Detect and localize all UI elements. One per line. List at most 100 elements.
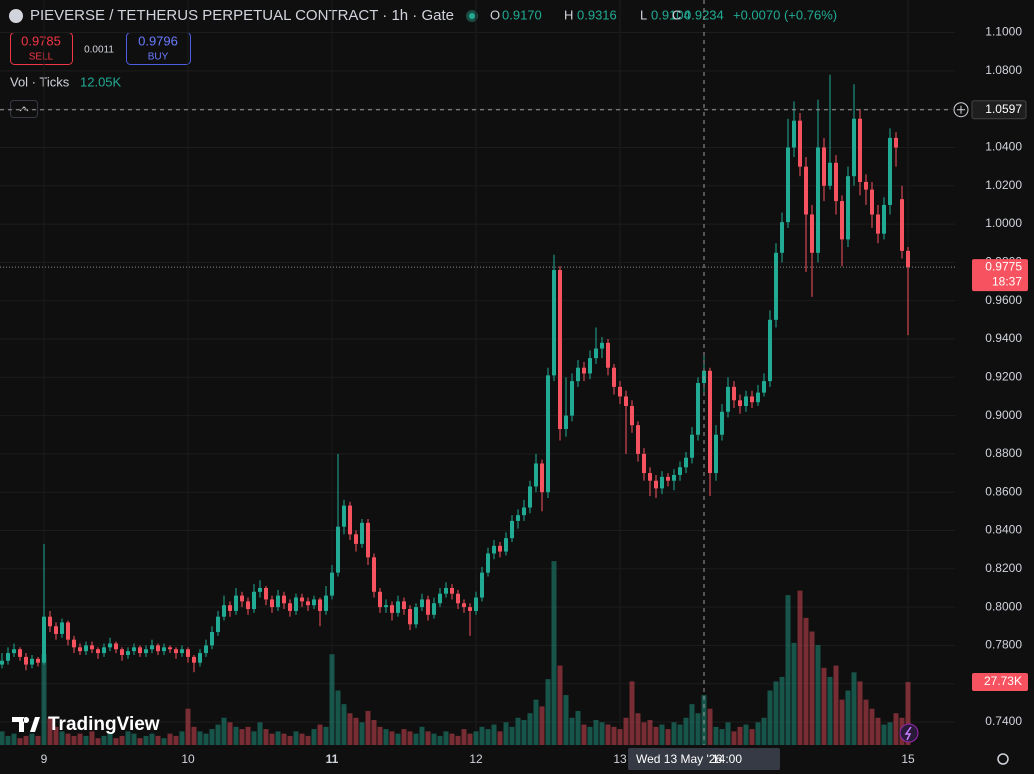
x-tick-label: 15 (901, 752, 915, 766)
volume-bar (647, 720, 653, 745)
y-tick-label: 0.9400 (985, 331, 1022, 345)
volume-bar (773, 681, 779, 745)
y-tick-label: 0.8400 (985, 523, 1022, 537)
candle-body (53, 626, 58, 634)
candle-body (335, 526, 340, 573)
candle-body (708, 370, 713, 474)
candle-body (774, 252, 779, 320)
volume-bar (653, 726, 659, 745)
settings-button[interactable] (997, 753, 1009, 765)
volume-legend-value: 12.05K (80, 74, 122, 89)
lightning-button[interactable] (899, 723, 919, 743)
candle-body (744, 396, 749, 407)
volume-bar (449, 733, 455, 745)
volume-bar (737, 726, 743, 745)
ohlc-key: C (672, 7, 681, 22)
volume-bar (281, 733, 287, 745)
candle-body (522, 507, 527, 516)
volume-bar (833, 665, 839, 745)
volume-bar (89, 731, 95, 745)
volume-bar (407, 731, 413, 745)
volume-bar (677, 724, 683, 745)
volume-bar (809, 631, 815, 745)
candle-body (870, 189, 875, 215)
candle-body (822, 147, 827, 186)
candle-body (431, 603, 436, 615)
lightning-icon (904, 726, 912, 741)
candle-body (882, 204, 887, 234)
y-tick-label: 0.7400 (985, 714, 1022, 728)
candle-body (552, 270, 557, 376)
candle-body (810, 214, 815, 253)
volume-bar (851, 672, 857, 745)
volume-bar (467, 733, 473, 745)
volume-bar (827, 676, 833, 745)
candle-body (630, 406, 635, 426)
candle-body (329, 572, 334, 596)
candle-body (888, 137, 893, 205)
candle-body (347, 505, 352, 535)
candle-body (455, 593, 460, 604)
candle-body (47, 616, 52, 627)
volume-bar (305, 735, 311, 745)
volume-legend: Vol · Ticks (10, 74, 70, 89)
candle-body (588, 358, 593, 374)
volume-bar (119, 735, 125, 745)
volume-bar (629, 681, 635, 745)
candle-body (480, 572, 485, 598)
volume-bar (233, 726, 239, 745)
candle-body (257, 587, 262, 592)
candle-body (660, 476, 665, 489)
candle-body (546, 375, 551, 493)
candle-body (834, 162, 839, 202)
candle-body (648, 473, 653, 481)
volume-bar (539, 706, 545, 745)
volume-bar (371, 720, 377, 745)
candle-body (624, 396, 629, 407)
candle-body (876, 214, 881, 234)
volume-bar (473, 731, 479, 745)
volume-bar (497, 731, 503, 745)
volume-bar (215, 724, 221, 745)
spread: 0.0011 (84, 45, 114, 56)
candle-body (107, 643, 112, 648)
candle-body (191, 656, 196, 663)
volume-bar (173, 735, 179, 745)
volume-bar (419, 726, 425, 745)
candle-body (419, 599, 424, 608)
candle-body (461, 603, 466, 608)
candle-body (383, 605, 388, 608)
candle-body (528, 486, 533, 508)
candle-body (137, 647, 142, 654)
crosshair-date-label: Wed 13 May '26 (636, 752, 722, 766)
volume-bar (383, 729, 389, 745)
volume-bar (131, 733, 137, 745)
candle-body (77, 647, 82, 652)
volume-bar (113, 738, 119, 745)
volume-bar (11, 733, 17, 745)
change: +0.0070 (+0.76%) (733, 7, 837, 22)
candle-body (407, 609, 412, 625)
status-dot-inner (469, 13, 475, 19)
volume-bar (443, 731, 449, 745)
candle-body (221, 605, 226, 617)
volume-bar (887, 722, 893, 745)
candle-body (83, 645, 88, 652)
volume-bar (227, 722, 233, 745)
volume-bar (29, 733, 35, 745)
candle-body (804, 166, 809, 215)
y-tick-label: 0.8800 (985, 446, 1022, 460)
volume-bar (101, 735, 107, 745)
branding: TradingView (12, 714, 1009, 765)
volume-bar (155, 735, 161, 745)
x-tick-label: 10 (181, 752, 195, 766)
candle-body (846, 176, 851, 240)
toolbar: PIEVERSE / TETHERUS PERPETUAL CONTRACT ·… (9, 7, 837, 118)
candle-body (125, 651, 130, 655)
candle-body (906, 250, 911, 268)
candle-body (149, 645, 154, 650)
volume-bar (239, 729, 245, 745)
candle-body (131, 647, 136, 652)
candle-body (449, 587, 454, 594)
